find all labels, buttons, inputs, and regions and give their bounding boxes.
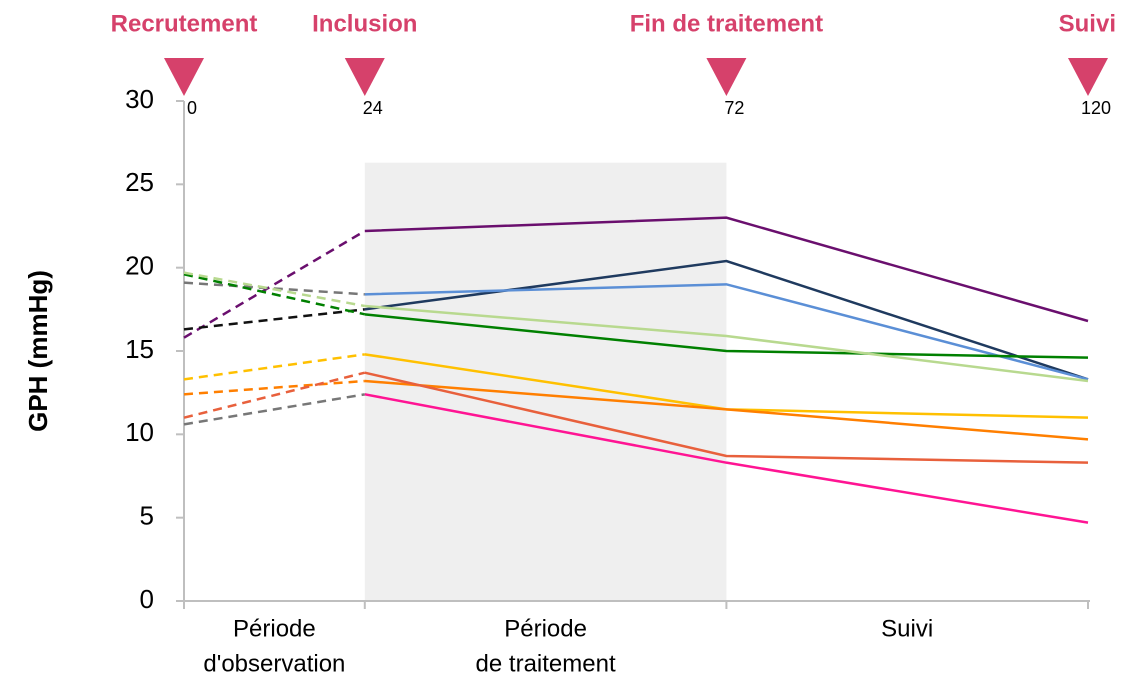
observation-line (183, 308, 365, 331)
observation-line (183, 353, 365, 381)
milestone-label: Recrutement (111, 10, 258, 37)
observation-line (183, 379, 365, 396)
series-line (364, 259, 1089, 381)
y-tick-label: 20 (125, 251, 154, 281)
observation-line (183, 229, 366, 339)
milestone-marker (706, 58, 747, 96)
period-label: Période (233, 615, 316, 642)
period-label: Période (504, 615, 587, 642)
x-tick-label: 0 (187, 98, 197, 118)
x-tick-label: 120 (1081, 98, 1111, 118)
observation-line (183, 271, 366, 308)
y-tick-label: 0 (140, 584, 154, 614)
y-tick-label: 10 (125, 417, 154, 447)
x-tick-label: 72 (724, 98, 744, 118)
x-tick-label: 24 (363, 98, 383, 118)
milestone-label: Suivi (1059, 10, 1116, 37)
series-line (364, 304, 1089, 383)
y-tick-label: 5 (140, 501, 154, 531)
series-line (364, 379, 1089, 441)
y-tick-label: 15 (125, 334, 154, 364)
y-tick-label: 30 (125, 84, 154, 114)
milestone-marker (1068, 58, 1108, 96)
series-line (364, 393, 1089, 524)
series-line (364, 371, 1089, 464)
y-axis-label: GPH (mmHg) (23, 270, 53, 432)
series-line (364, 216, 1089, 323)
series-line (364, 283, 1089, 381)
period-label: Suivi (881, 615, 933, 642)
observation-line (183, 371, 366, 419)
observation-line (183, 393, 366, 426)
period-label: d'observation (203, 650, 345, 677)
period-label: de traitement (476, 650, 616, 677)
milestone-marker (164, 58, 204, 96)
milestone-label: Fin de traitement (630, 10, 823, 37)
series-line (364, 313, 1089, 359)
y-tick-label: 25 (125, 167, 154, 197)
milestone-label: Inclusion (312, 10, 417, 37)
milestone-marker (344, 58, 385, 96)
observation-line (183, 273, 366, 316)
